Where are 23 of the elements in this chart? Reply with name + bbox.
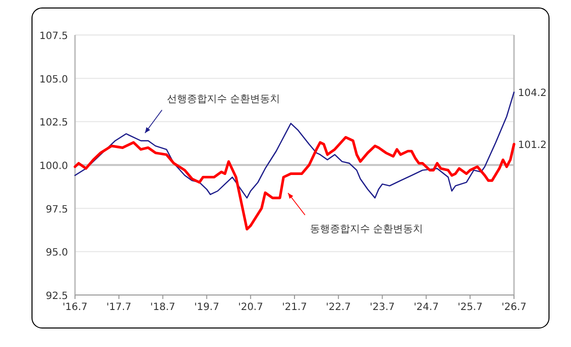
x-tick-label: '18.7 <box>150 302 176 313</box>
y-tick-label: 107.5 <box>39 31 68 42</box>
x-tick-label: '20.7 <box>238 302 264 313</box>
y-tick-label: 92.5 <box>46 291 68 302</box>
annotation: 101.2 <box>518 140 547 152</box>
x-tick-label: '25.7 <box>458 302 483 313</box>
y-tick-label: 102.5 <box>39 118 68 129</box>
y-tick-label: 100.0 <box>39 161 68 172</box>
line-series <box>74 92 515 199</box>
annotation: 동행종합지수 순환변동치 <box>310 224 424 235</box>
y-tick-label: 105.0 <box>39 74 68 86</box>
x-tick-label: '26.7 <box>501 302 527 313</box>
x-tick-label: '24.7 <box>414 302 439 313</box>
annotation: 104.2 <box>518 88 547 100</box>
x-tick-label: '23.7 <box>370 302 395 313</box>
x-tick-label: '17.7 <box>106 302 132 313</box>
x-tick-label: '21.7 <box>282 302 308 313</box>
annotation: 선행종합지수 순환변동치 <box>167 94 280 105</box>
y-tick-label: 97.5 <box>46 204 68 216</box>
x-tick-label: '22.7 <box>326 302 351 313</box>
x-tick-label: '16.7 <box>62 302 88 313</box>
y-tick-label: 95.0 <box>46 248 68 259</box>
x-tick-label: '19.7 <box>194 302 220 313</box>
